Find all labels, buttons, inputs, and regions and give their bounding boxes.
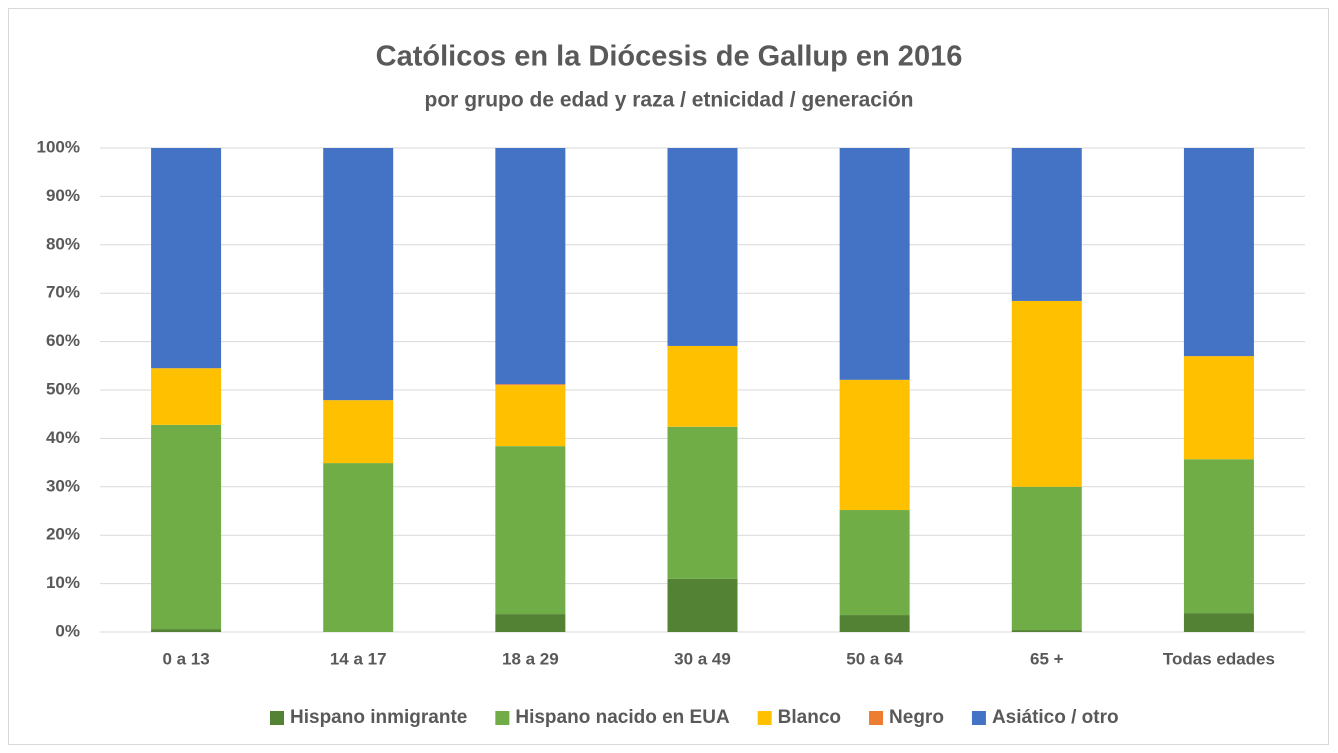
- bar-segment: [1011, 486, 1082, 631]
- bar-segment: [839, 379, 910, 511]
- y-tick-label: 0%: [55, 621, 80, 640]
- legend-label: Blanco: [778, 707, 841, 728]
- x-tick-label: 14 a 17: [330, 649, 387, 668]
- legend-swatch: [869, 711, 884, 725]
- bar-segment: [839, 615, 910, 632]
- legend-swatch: [757, 711, 772, 725]
- legend-label: Hispano inmigrante: [290, 707, 467, 728]
- y-tick-label: 80%: [46, 234, 80, 253]
- x-tick-label: Todas edades: [1163, 649, 1275, 668]
- bar-segment: [1183, 459, 1254, 614]
- chart-subtitle: por grupo de edad y raza / etnicidad / g…: [425, 89, 914, 112]
- legend-swatch: [971, 711, 986, 725]
- y-tick-label: 90%: [46, 186, 80, 205]
- bar-segment: [151, 424, 222, 630]
- bar-segment: [667, 345, 738, 427]
- y-tick-label: 100%: [37, 137, 80, 156]
- y-tick-label: 10%: [46, 573, 80, 592]
- bar-segment: [667, 426, 738, 579]
- y-tick-label: 20%: [46, 525, 80, 544]
- x-tick-label: 65 +: [1030, 649, 1064, 668]
- legend-label: Asiático / otro: [992, 707, 1119, 728]
- x-tick-label: 18 a 29: [502, 649, 559, 668]
- bar-segment: [323, 463, 394, 632]
- bar-segment: [839, 148, 910, 380]
- bar-segment: [1183, 356, 1254, 460]
- bar-segment: [151, 148, 222, 369]
- y-tick-label: 40%: [46, 428, 80, 447]
- legend-label: Negro: [889, 707, 944, 728]
- bar-segment: [151, 629, 222, 632]
- bar-segment: [667, 578, 738, 632]
- x-tick-label: 0 a 13: [162, 649, 209, 668]
- bar-segment: [667, 148, 738, 346]
- chart-title: Católicos en la Diócesis de Gallup en 20…: [376, 41, 963, 73]
- bar-segment: [1011, 148, 1082, 301]
- bar-segment: [495, 614, 566, 632]
- legend-label: Hispano nacido en EUA: [515, 707, 730, 728]
- y-tick-label: 50%: [46, 379, 80, 398]
- bar-segment: [151, 368, 222, 425]
- bar-segment: [1183, 148, 1254, 357]
- legend-swatch: [495, 711, 510, 725]
- bar-segment: [839, 510, 910, 616]
- bar-segment: [495, 384, 566, 386]
- legend-swatch: [270, 711, 284, 725]
- bar-segment: [323, 400, 394, 464]
- bar-segment: [1011, 630, 1082, 632]
- bar-segment: [323, 148, 394, 401]
- bar-segment: [495, 446, 566, 615]
- y-tick-label: 70%: [46, 283, 80, 302]
- y-tick-label: 60%: [46, 331, 80, 350]
- bar-segment: [1183, 613, 1254, 632]
- x-tick-label: 50 a 64: [846, 649, 903, 668]
- x-tick-label: 30 a 49: [674, 649, 731, 668]
- bar-segment: [495, 385, 566, 447]
- bar-segment: [1011, 300, 1082, 487]
- y-tick-label: 30%: [46, 476, 80, 495]
- bar-segment: [495, 148, 566, 385]
